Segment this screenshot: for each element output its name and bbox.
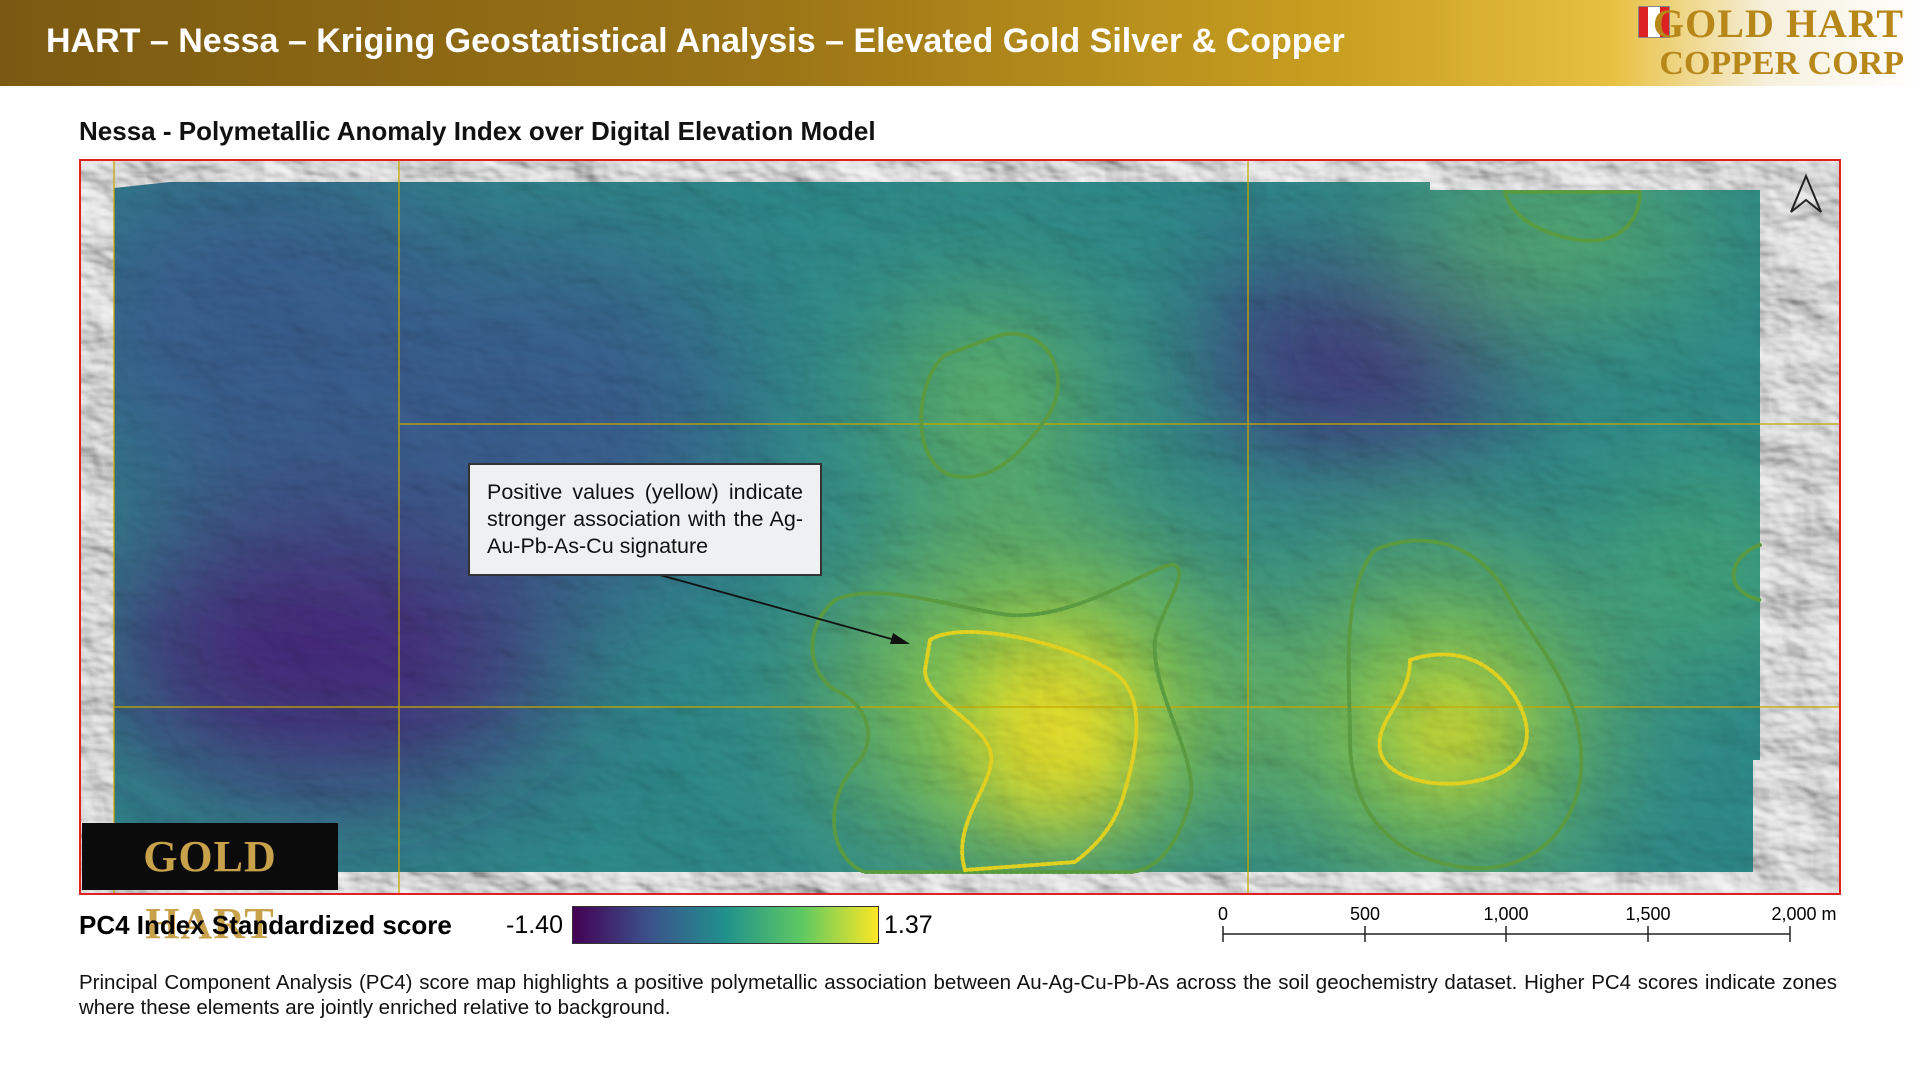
contours (810, 190, 1762, 874)
map-frame (79, 159, 1841, 895)
logo-line: COPPER CORP (1659, 45, 1904, 82)
callout-leader (659, 574, 907, 644)
scale-label: 0 (1217, 904, 1229, 924)
contour-outer (1731, 543, 1762, 602)
scale-label: 1,500 (1625, 904, 1671, 924)
logo-line: GOLD HART (1653, 1, 1904, 46)
scale-bar (1222, 926, 1791, 942)
legend-label: PC4 Index Standardized score (79, 910, 452, 940)
colorbar (572, 906, 879, 944)
legend-max: 1.37 (884, 911, 933, 939)
legend-min: -1.40 (506, 911, 563, 939)
scale-label: 2,000 m (1771, 904, 1837, 924)
raster-shade (114, 182, 1760, 872)
header-title: HART – Nessa – Kriging Geostatistical An… (46, 22, 1345, 60)
contour-inner (922, 629, 1139, 873)
north-arrow (1790, 173, 1822, 213)
callout-box: Positive values (yellow) indicate strong… (468, 463, 822, 576)
contour-inner (1377, 652, 1529, 786)
pc4-raster (114, 182, 1760, 872)
contour-outer (810, 562, 1194, 874)
contour-outer (919, 331, 1060, 479)
map-logo: GOLD HART (82, 823, 338, 948)
contour-outer (1502, 190, 1643, 243)
company-logo: GOLD HART COPPER CORP (1653, 4, 1904, 84)
flag-icon (1638, 6, 1670, 38)
scale-label: 500 (1349, 904, 1381, 924)
caption: Principal Component Analysis (PC4) score… (79, 971, 1837, 1019)
map-title: Nessa - Polymetallic Anomaly Index over … (79, 116, 876, 146)
header-bar: HART – Nessa – Kriging Geostatistical An… (0, 0, 1920, 86)
callout-arrowhead (890, 633, 910, 644)
contour-outer (1346, 538, 1584, 871)
map-grid (113, 160, 1840, 894)
scale-label: 1,000 (1483, 904, 1529, 924)
